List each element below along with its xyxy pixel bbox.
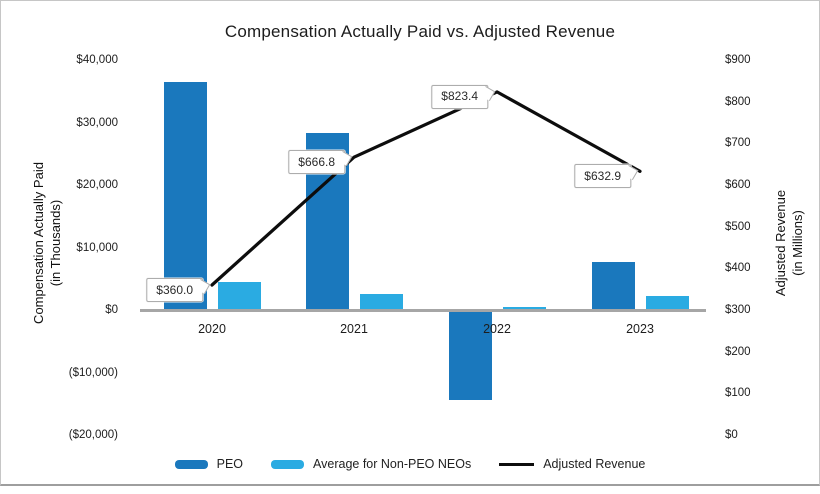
callout-2021: $666.8 [288, 150, 345, 175]
right-axis-tick: $300 [725, 304, 751, 316]
bar-peo-2022 [448, 311, 492, 401]
right-axis-title: Adjusted Revenue (in Millions) [772, 123, 808, 363]
x-axis-line [140, 309, 706, 312]
legend-bar-swatch-icon [271, 459, 305, 469]
left-axis-tick: $40,000 [76, 54, 118, 66]
x-axis-label-2020: 2020 [198, 322, 226, 336]
legend-label: PEO [216, 457, 244, 471]
right-axis-tick: $500 [725, 220, 751, 233]
bar-non-peo-2022 [502, 306, 546, 310]
right-axis-title-line2: (in Millions) [790, 210, 805, 276]
right-axis-tick: $700 [725, 137, 751, 150]
legend-label: Adjusted Revenue [543, 457, 646, 471]
bar-non-peo-2023 [645, 295, 689, 310]
bar-peo-2023 [591, 262, 635, 310]
chart-title: Compensation Actually Paid vs. Adjusted … [224, 22, 616, 41]
right-axis-tick: $400 [725, 262, 751, 275]
right-axis-title-line1: Adjusted Revenue [773, 189, 788, 297]
bar-non-peo-2021 [359, 293, 403, 310]
left-axis-tick: $20,000 [76, 179, 118, 191]
x-axis-label-2022: 2022 [483, 322, 511, 336]
legend-item-adjusted-revenue: Adjusted Revenue [499, 457, 645, 471]
x-axis-label-2023: 2023 [626, 322, 654, 336]
x-axis-label-2021: 2021 [340, 322, 368, 336]
right-axis-tick: $100 [725, 387, 751, 400]
right-axis-tick: $900 [725, 54, 751, 66]
legend-label: Average for Non-PEO NEOs [313, 457, 472, 471]
left-axis-tick: ($10,000) [68, 366, 118, 379]
callout-2023: $632.9 [574, 164, 631, 189]
bar-non-peo-2020 [217, 281, 261, 310]
left-axis-tick: ($20,000) [68, 429, 118, 441]
right-axis-tick: $0 [725, 429, 738, 441]
legend-item-non-peo-neos: Average for Non-PEO NEOs [271, 457, 471, 471]
right-axis-tick: $600 [725, 179, 751, 191]
right-axis-tick: $200 [725, 345, 751, 358]
adjusted-revenue-line [210, 90, 642, 287]
callout-2022: $823.4 [431, 84, 488, 109]
left-axis-tick: $0 [105, 304, 118, 316]
left-axis-tick: $10,000 [76, 241, 118, 254]
right-axis-tick: $800 [725, 95, 751, 108]
legend-line-swatch-icon [499, 462, 535, 466]
callout-2020: $360.0 [146, 278, 203, 302]
legend-bar-swatch-icon [174, 459, 208, 469]
legend: PEO Average for Non-PEO NEOs Adjusted Reve… [0, 457, 820, 471]
legend-item-peo: PEO [174, 457, 244, 471]
bar-peo-2020 [163, 81, 207, 310]
left-axis-tick: $30,000 [76, 116, 118, 129]
